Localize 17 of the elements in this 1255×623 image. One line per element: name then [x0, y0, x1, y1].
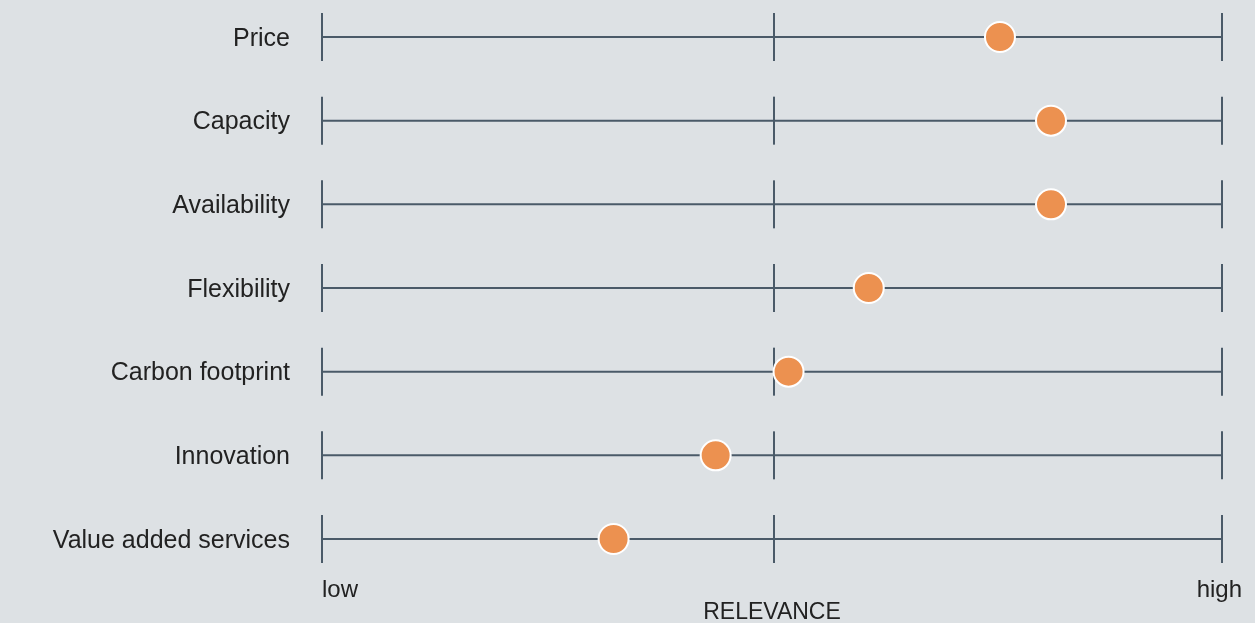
point: [852, 272, 885, 304]
y-tick-label: Value added services: [52, 524, 290, 553]
point: [699, 439, 732, 472]
annotation: low: [322, 575, 359, 602]
x-axis-title: RELEVANCE: [703, 598, 841, 623]
text: high: [1196, 575, 1242, 602]
y-tick-label: Innovation: [174, 441, 290, 470]
y-tick-label: Flexibility: [187, 273, 291, 302]
y-tick-label: Availability: [172, 190, 291, 219]
y-tick-label: Price: [233, 22, 290, 51]
point: [597, 523, 630, 555]
point: [1035, 104, 1067, 137]
y-tick-label: Capacity: [192, 106, 291, 135]
point: [983, 21, 1016, 53]
point: [772, 355, 805, 388]
y-tick-label: Carbon footprint: [110, 357, 291, 386]
point: [1035, 188, 1067, 221]
